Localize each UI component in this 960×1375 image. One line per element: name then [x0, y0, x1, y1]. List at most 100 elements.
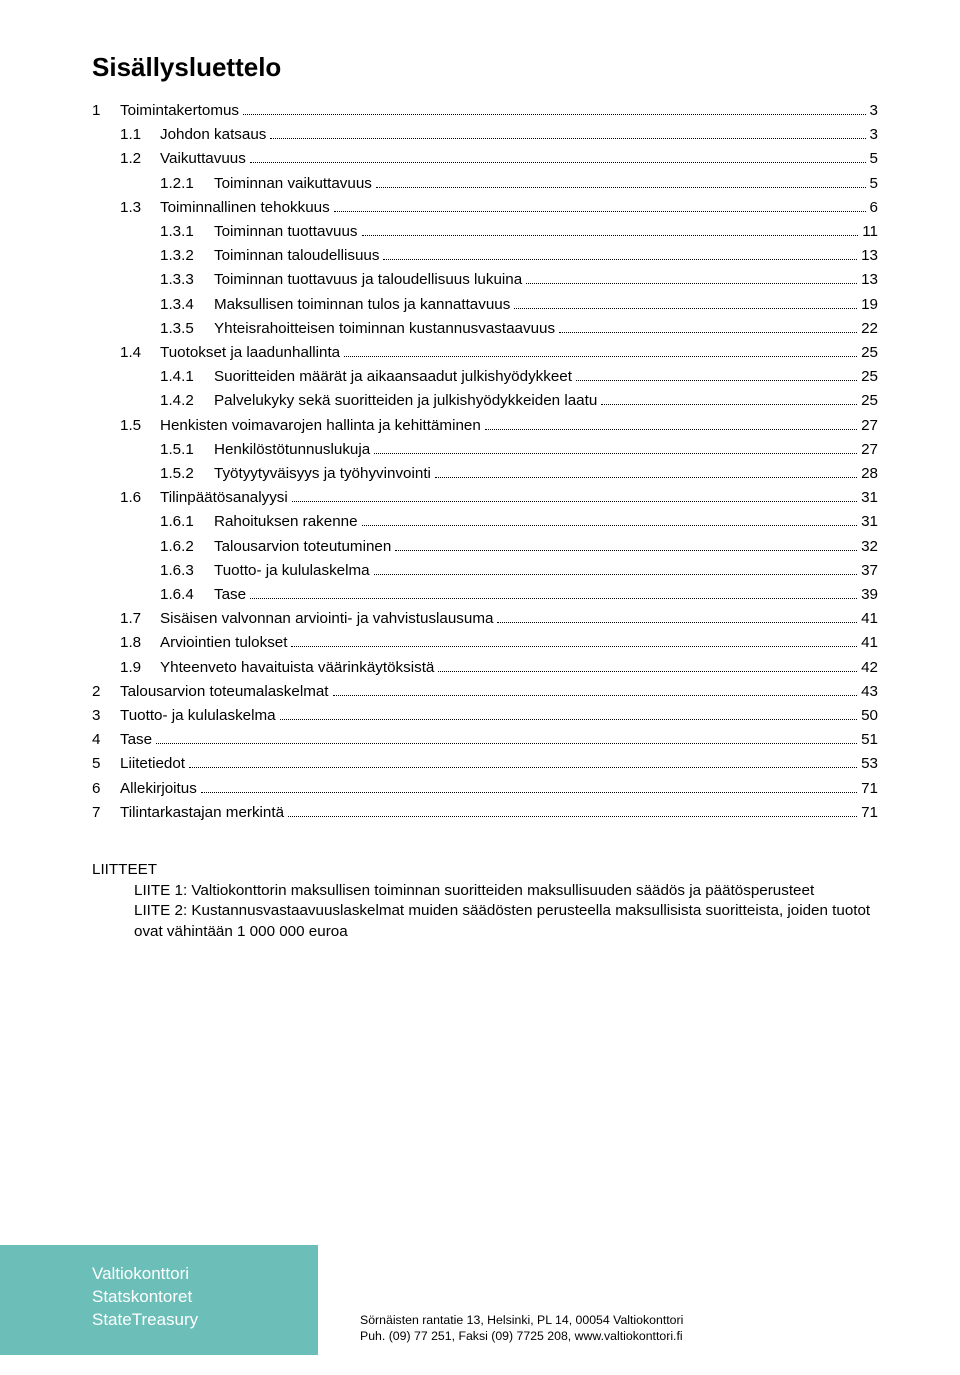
toc-label: Suoritteiden määrät ja aikaansaadut julk… [214, 369, 572, 384]
toc-label: Allekirjoitus [120, 781, 197, 796]
toc-page-number: 50 [861, 708, 878, 723]
toc-entry: 1.6Tilinpäätösanalyysi 31 [92, 490, 878, 505]
toc-number: 1.2 [120, 151, 160, 166]
toc-page-number: 71 [861, 781, 878, 796]
page-footer: Valtiokonttori Statskontoret StateTreasu… [0, 1245, 960, 1355]
toc-number: 1.6.1 [160, 514, 214, 529]
footer-org-line: StateTreasury [92, 1309, 319, 1332]
footer-phone: Puh. (09) 77 251, Faksi (09) 7725 208, w… [360, 1328, 880, 1345]
toc-page-number: 11 [862, 224, 878, 239]
page-title: Sisällysluettelo [92, 52, 878, 83]
toc-label: Toiminnan tuottavuus ja taloudellisuus l… [214, 272, 522, 287]
toc-entry: 6Allekirjoitus 71 [92, 781, 878, 796]
toc-entry: 1.4.2Palvelukyky sekä suoritteiden ja ju… [92, 393, 878, 408]
toc-label: Maksullisen toiminnan tulos ja kannattav… [214, 297, 510, 312]
toc-page-number: 42 [861, 660, 878, 675]
toc-number: 1.6.2 [160, 539, 214, 554]
toc-number: 5 [92, 756, 120, 771]
toc-number: 1.6.4 [160, 587, 214, 602]
toc-page-number: 22 [861, 321, 878, 336]
toc-number: 2 [92, 684, 120, 699]
toc-number: 1.1 [120, 127, 160, 142]
toc-label: Toiminnan tuottavuus [214, 224, 358, 239]
toc-label: Henkisten voimavarojen hallinta ja kehit… [160, 418, 481, 433]
footer-org-block: Valtiokonttori Statskontoret StateTreasu… [0, 1245, 319, 1355]
toc-number: 1.6.3 [160, 563, 214, 578]
toc-label: Tase [214, 587, 246, 602]
toc-entry: 1.5Henkisten voimavarojen hallinta ja ke… [92, 418, 878, 433]
attachment-item: LIITE 2: Kustannusvastaavuuslaskelmat mu… [92, 901, 878, 942]
toc-label: Yhteenveto havaituista väärinkäytöksistä [160, 660, 434, 675]
toc-number: 1.2.1 [160, 176, 214, 191]
footer-address: Sörnäisten rantatie 13, Helsinki, PL 14,… [360, 1312, 880, 1329]
toc-leader-dots [243, 114, 866, 115]
toc-leader-dots [333, 695, 858, 696]
toc-leader-dots [576, 380, 857, 381]
toc-entry: 1.7Sisäisen valvonnan arviointi- ja vahv… [92, 611, 878, 626]
toc-number: 1.3 [120, 200, 160, 215]
toc-page-number: 39 [861, 587, 878, 602]
toc-page-number: 6 [870, 200, 878, 215]
toc-label: Rahoituksen rakenne [214, 514, 358, 529]
toc-entry: 3Tuotto- ja kululaskelma 50 [92, 708, 878, 723]
toc-label: Talousarvion toteutuminen [214, 539, 391, 554]
toc-label: Vaikuttavuus [160, 151, 246, 166]
toc-entry: 1.1Johdon katsaus 3 [92, 127, 878, 142]
toc-entry: 1.6.3Tuotto- ja kululaskelma 37 [92, 563, 878, 578]
toc-leader-dots [362, 235, 859, 236]
toc-entry: 1.3Toiminnallinen tehokkuus 6 [92, 200, 878, 215]
toc-number: 1.8 [120, 635, 160, 650]
toc-label: Toiminnan taloudellisuus [214, 248, 379, 263]
toc-entry: 1.2.1Toiminnan vaikuttavuus 5 [92, 176, 878, 191]
toc-entry: 7Tilintarkastajan merkintä 71 [92, 805, 878, 820]
toc-entry: 1.4.1Suoritteiden määrät ja aikaansaadut… [92, 369, 878, 384]
toc-page-number: 28 [861, 466, 878, 481]
toc-number: 1.7 [120, 611, 160, 626]
toc-entry: 5Liitetiedot 53 [92, 756, 878, 771]
toc-number: 6 [92, 781, 120, 796]
toc-number: 1 [92, 103, 120, 118]
toc-leader-dots [288, 816, 857, 817]
toc-label: Talousarvion toteumalaskelmat [120, 684, 329, 699]
toc-label: Tuotto- ja kululaskelma [214, 563, 370, 578]
toc-label: Yhteisrahoitteisen toiminnan kustannusva… [214, 321, 555, 336]
toc-entry: 1.3.3Toiminnan tuottavuus ja taloudellis… [92, 272, 878, 287]
toc-entry: 1.3.5Yhteisrahoitteisen toiminnan kustan… [92, 321, 878, 336]
toc-label: Toiminnallinen tehokkuus [160, 200, 330, 215]
toc-page-number: 71 [861, 805, 878, 820]
toc-page-number: 13 [861, 272, 878, 287]
toc-leader-dots [435, 477, 857, 478]
toc-entry: 1.5.1Henkilöstötunnuslukuja 27 [92, 442, 878, 457]
toc-leader-dots [189, 767, 857, 768]
toc-page-number: 43 [861, 684, 878, 699]
toc-number: 1.4.2 [160, 393, 214, 408]
toc-entry: 1.4Tuotokset ja laadunhallinta 25 [92, 345, 878, 360]
toc-page-number: 31 [861, 490, 878, 505]
toc-label: Henkilöstötunnuslukuja [214, 442, 370, 457]
toc-label: Tilintarkastajan merkintä [120, 805, 284, 820]
toc-label: Toiminnan vaikuttavuus [214, 176, 372, 191]
toc-page-number: 25 [861, 393, 878, 408]
toc-page-number: 31 [861, 514, 878, 529]
toc-label: Liitetiedot [120, 756, 185, 771]
toc-number: 7 [92, 805, 120, 820]
toc-leader-dots [201, 792, 857, 793]
toc-entry: 1.3.4Maksullisen toiminnan tulos ja kann… [92, 297, 878, 312]
toc-page-number: 27 [861, 442, 878, 457]
toc-label: Sisäisen valvonnan arviointi- ja vahvist… [160, 611, 493, 626]
toc-label: Tuotto- ja kululaskelma [120, 708, 276, 723]
attachments-section: LIITTEET LIITE 1: Valtiokonttorin maksul… [92, 860, 878, 942]
toc-page-number: 53 [861, 756, 878, 771]
toc-label: Arviointien tulokset [160, 635, 287, 650]
toc-entry: 4Tase 51 [92, 732, 878, 747]
toc-number: 1.4 [120, 345, 160, 360]
toc-leader-dots [250, 598, 857, 599]
toc-leader-dots [559, 332, 857, 333]
toc-leader-dots [292, 501, 857, 502]
toc-page-number: 51 [861, 732, 878, 747]
attachments-heading: LIITTEET [92, 860, 878, 881]
toc-entry: 1.6.4Tase 39 [92, 587, 878, 602]
toc-number: 1.9 [120, 660, 160, 675]
toc-leader-dots [344, 356, 857, 357]
toc-entry: 1.6.1Rahoituksen rakenne 31 [92, 514, 878, 529]
